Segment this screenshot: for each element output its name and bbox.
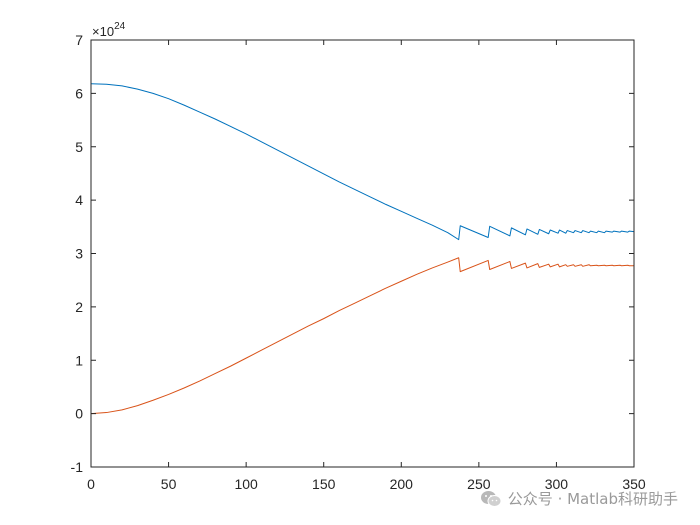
x-tick-label: 200 [390, 476, 414, 492]
series-layer [90, 83, 635, 415]
watermark-text: 公众号 · Matlab科研助手 [507, 490, 678, 508]
y-tick-label: 0 [75, 406, 83, 422]
x-tick-label: 300 [545, 476, 569, 492]
series-line-1 [90, 83, 635, 241]
x-tick-label: 100 [234, 476, 258, 492]
y-tick-label: 4 [75, 192, 83, 208]
y-axis-ticks: -1 0 1 2 3 4 5 6 7 [71, 32, 634, 475]
wechat-icon [480, 490, 502, 507]
y-tick-label: 5 [75, 139, 83, 155]
x-tick-label: 250 [467, 476, 491, 492]
y-tick-label: 3 [75, 246, 83, 262]
plot-area [91, 40, 634, 467]
y-tick-label: 7 [75, 32, 83, 48]
y-tick-label: 1 [75, 352, 83, 368]
series-line-2 [90, 257, 634, 415]
x-tick-label: 50 [161, 476, 177, 492]
watermark: 公众号 · Matlab科研助手 [480, 488, 678, 509]
x-tick-label: 350 [622, 476, 646, 492]
y-axis-multiplier: ×1024 [92, 21, 126, 39]
y-tick-label: -1 [71, 459, 84, 475]
x-tick-label: 150 [312, 476, 336, 492]
y-tick-label: 2 [75, 299, 83, 315]
x-tick-label: 0 [87, 476, 95, 492]
x-axis-ticks: 0 50 100 150 200 250 300 350 [87, 40, 646, 492]
y-tick-label: 6 [75, 85, 83, 101]
plot-background [91, 40, 634, 467]
